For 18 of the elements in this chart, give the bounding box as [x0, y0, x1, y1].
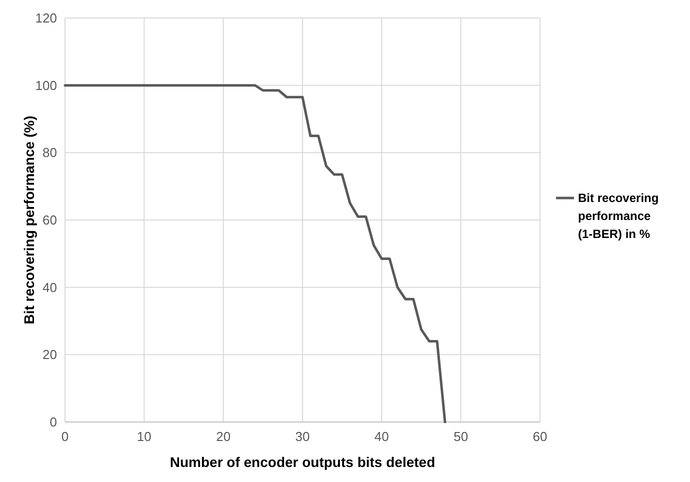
x-tick-label: 60: [532, 429, 548, 444]
x-axis-title: Number of encoder outputs bits deleted: [170, 454, 436, 470]
y-axis-title: Bit recovering performance (%): [21, 116, 37, 324]
y-tick-label: 60: [42, 212, 57, 228]
x-tick-label: 50: [454, 429, 468, 444]
y-tick-label: 20: [42, 347, 57, 362]
x-tick-label: 0: [61, 429, 69, 444]
y-tick-label: 120: [35, 10, 57, 26]
x-tick-label: 20: [216, 429, 231, 444]
legend-label: Bit recovering performance (1-BER) in %: [578, 191, 659, 242]
y-tick-label: 40: [42, 280, 57, 295]
line-series: [64, 84, 446, 424]
y-tick-label: 0: [50, 414, 57, 430]
x-tick-label: 40: [374, 429, 389, 444]
x-tick-label: 10: [136, 429, 152, 444]
y-tick-label: 80: [42, 145, 57, 160]
y-tick-label: 100: [35, 78, 57, 93]
x-tick-label: 30: [295, 429, 310, 444]
